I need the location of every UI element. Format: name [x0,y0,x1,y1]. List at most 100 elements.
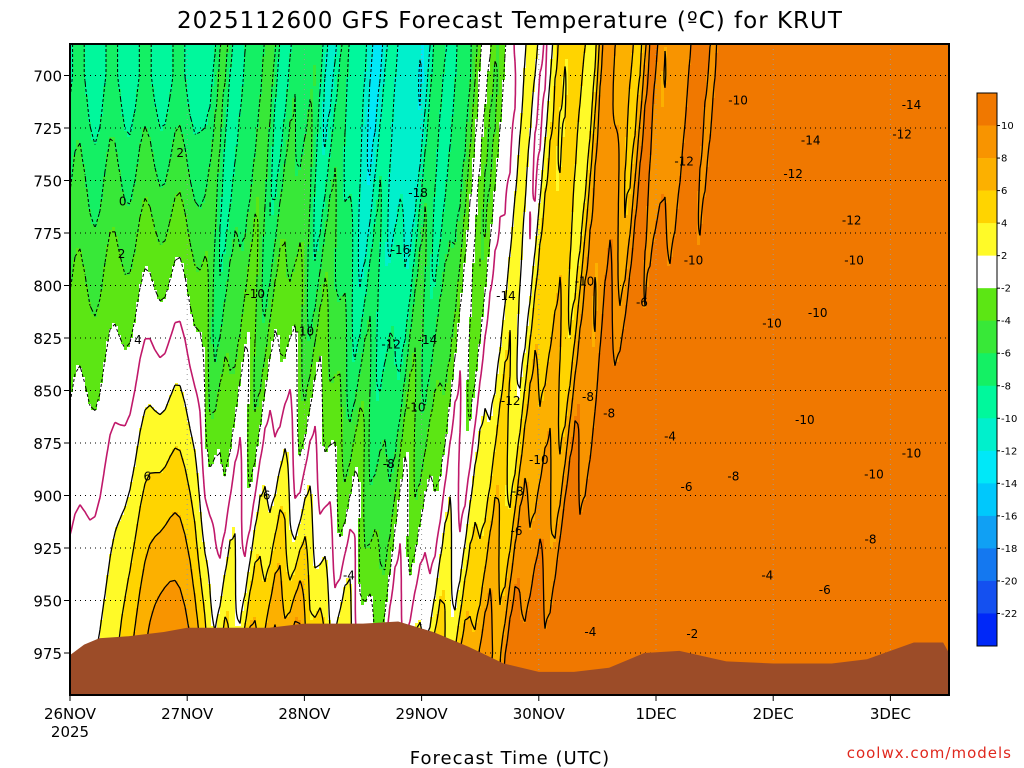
temperature-cell [79,107,82,110]
temperature-cell [115,617,118,620]
temperature-cell [109,158,112,161]
temperature-cell [112,524,115,527]
temperature-cell [88,467,91,470]
temperature-cell [121,107,124,110]
temperature-cell [94,605,97,608]
temperature-cell [112,377,115,380]
temperature-cell [100,257,103,260]
temperature-cell [127,71,130,74]
temperature-cell [82,101,85,104]
temperature-cell [88,248,91,251]
temperature-cell [103,134,106,137]
temperature-cell [121,275,124,278]
temperature-cell [91,341,94,344]
temperature-cell [118,143,121,146]
temperature-cell [88,587,91,590]
temperature-cell [79,338,82,341]
temperature-cell [115,215,118,218]
temperature-cell [115,83,118,86]
temperature-cell [121,329,124,332]
temperature-cell [85,281,88,284]
temperature-cell [118,446,121,449]
temperature-cell [76,167,79,170]
temperature-cell [85,119,88,122]
temperature-cell [79,65,82,68]
temperature-cell [88,269,91,272]
temperature-cell [82,521,85,524]
temperature-cell [127,53,130,56]
temperature-cell [76,329,79,332]
temperature-cell [112,77,115,80]
temperature-cell [100,131,103,134]
temperature-cell [103,293,106,296]
temperature-cell [79,437,82,440]
temperature-cell [115,629,118,632]
temperature-cell [118,449,121,452]
temperature-cell [103,140,106,143]
temperature-cell [91,491,94,494]
temperature-cell [94,161,97,164]
temperature-cell [79,410,82,413]
temperature-cell [76,119,79,122]
temperature-cell [91,242,94,245]
temperature-cell [115,497,118,500]
temperature-cell [100,338,103,341]
temperature-cell [85,587,88,590]
temperature-cell [88,77,91,80]
temperature-cell [103,500,106,503]
temperature-cell [82,140,85,143]
temperature-cell [121,629,124,632]
temperature-cell [85,368,88,371]
temperature-cell [118,584,121,587]
temperature-cell [82,356,85,359]
temperature-cell [79,455,82,458]
temperature-cell [112,116,115,119]
temperature-cell [76,452,79,455]
temperature-cell [121,293,124,296]
temperature-cell [85,62,88,65]
temperature-cell [127,167,130,170]
temperature-cell [121,374,124,377]
temperature-cell [91,317,94,320]
temperature-cell [73,218,76,221]
temperature-cell [82,365,85,368]
temperature-cell [121,323,124,326]
temperature-cell [115,509,118,512]
temperature-cell [76,521,79,524]
temperature-cell [88,380,91,383]
temperature-cell [79,332,82,335]
temperature-cell [97,326,100,329]
temperature-cell [79,581,82,584]
temperature-cell [85,617,88,620]
temperature-cell [109,623,112,626]
temperature-cell [97,590,100,593]
temperature-cell [91,344,94,347]
temperature-cell [103,566,106,569]
temperature-cell [76,497,79,500]
temperature-cell [121,557,124,560]
temperature-cell [115,113,118,116]
temperature-cell [73,647,76,650]
temperature-cell [109,251,112,254]
temperature-cell [82,113,85,116]
temperature-cell [94,497,97,500]
temperature-cell [109,392,112,395]
temperature-cell [109,245,112,248]
temperature-cell [88,407,91,410]
temperature-cell [112,479,115,482]
temperature-cell [100,215,103,218]
temperature-cell [103,386,106,389]
temperature-cell [115,128,118,131]
temperature-cell [88,416,91,419]
temperature-cell [112,56,115,59]
temperature-cell [106,194,109,197]
temperature-cell [76,296,79,299]
temperature-cell [106,425,109,428]
temperature-cell [88,491,91,494]
temperature-cell [109,56,112,59]
temperature-cell [100,254,103,257]
temperature-cell [112,290,115,293]
temperature-cell [97,374,100,377]
temperature-cell [88,551,91,554]
temperature-cell [112,182,115,185]
